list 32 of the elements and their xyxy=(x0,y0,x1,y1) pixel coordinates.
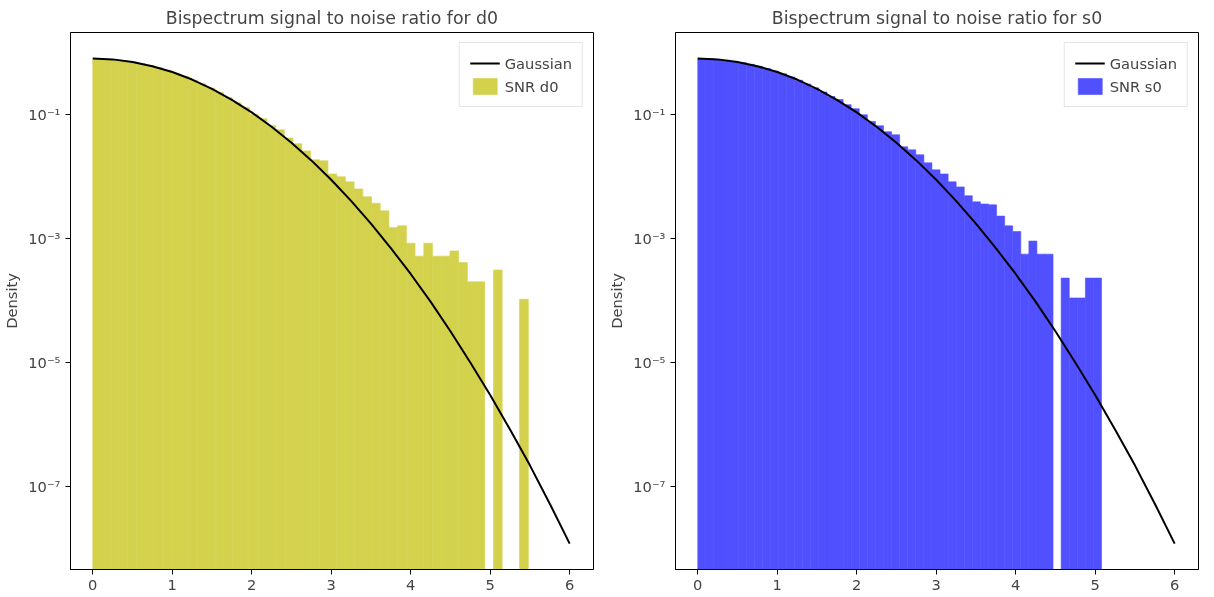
x-tick-label: 4 xyxy=(1011,575,1021,593)
x-tick-label: 1 xyxy=(167,575,177,593)
y-tick-label: 10⁻¹ xyxy=(28,105,61,123)
x-tick-label: 0 xyxy=(88,575,98,593)
y-tick-label: 10⁻³ xyxy=(28,230,61,248)
y-tick-label: 10⁻⁵ xyxy=(633,354,666,372)
x-tick-label: 5 xyxy=(1090,575,1100,593)
x-tick-label: 3 xyxy=(931,575,941,593)
x-tick-label: 6 xyxy=(1169,575,1180,593)
y-axis-title: Density xyxy=(608,272,626,329)
legend-label: SNR s0 xyxy=(1109,77,1162,95)
x-tick-label: 4 xyxy=(406,575,416,593)
line-series xyxy=(91,57,571,545)
y-tick-label: 10⁻¹ xyxy=(633,105,666,123)
chart-title: Bispectrum signal to noise ratio for s0 xyxy=(771,7,1103,28)
legend-label: SNR d0 xyxy=(504,77,559,95)
y-tick-label: 10⁻³ xyxy=(633,230,666,248)
x-tick-label: 2 xyxy=(247,575,257,593)
y-tick-label: 10⁻⁷ xyxy=(633,478,666,496)
legend-label: Gaussian xyxy=(1109,54,1177,72)
x-tick-label: 3 xyxy=(326,575,336,593)
legend-label: Gaussian xyxy=(504,54,572,72)
y-axis-title: Density xyxy=(3,272,21,329)
x-tick-label: 2 xyxy=(852,575,862,593)
y-tick-label: 10⁻⁷ xyxy=(28,478,61,496)
x-tick-label: 0 xyxy=(693,575,703,593)
chart-title: Bispectrum signal to noise ratio for d0 xyxy=(165,7,499,28)
x-tick-label: 6 xyxy=(564,575,575,593)
x-tick-label: 5 xyxy=(485,575,495,593)
x-tick-label: 1 xyxy=(772,575,782,593)
y-tick-label: 10⁻⁵ xyxy=(28,354,61,372)
line-series xyxy=(696,57,1176,545)
